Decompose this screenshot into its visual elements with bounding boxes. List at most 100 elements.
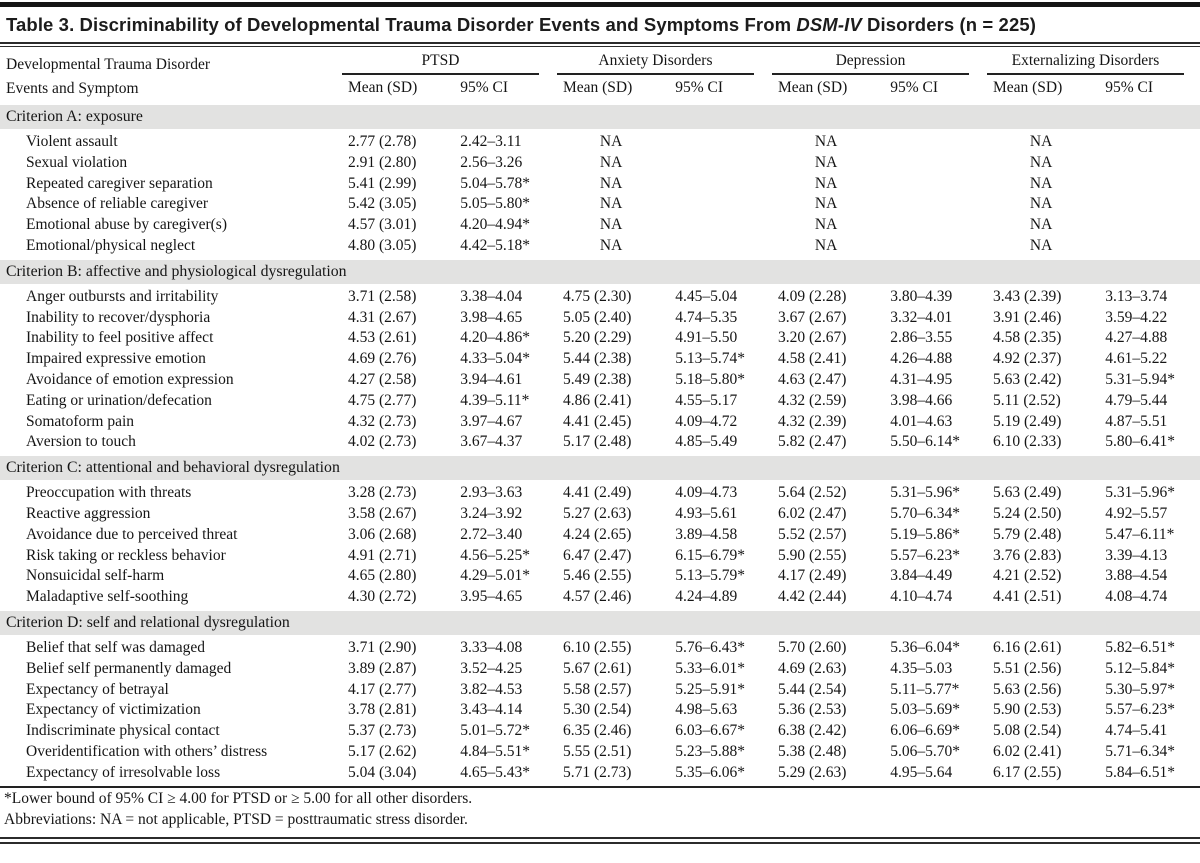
cell-value: 5.05 (2.40): [562, 308, 632, 326]
cell-value: 4.31–4.95: [890, 370, 953, 388]
cell-value: 5.08 (2.54): [992, 722, 1062, 740]
sub-header-row: Mean (SD) 95% CI Mean (SD) 95% CI Mean (…: [0, 75, 1200, 104]
cell-value: [882, 153, 985, 174]
cell-value: [667, 174, 770, 195]
cell-value: [1097, 153, 1200, 174]
cell-value: 5.18–5.80*: [675, 370, 745, 388]
cell-value: [667, 236, 770, 258]
table-title-italic: DSM-IV: [796, 14, 862, 35]
cell-value: 3.39–4.13: [1105, 546, 1168, 564]
table-row: Belief self permanently damaged 3.89 (2.8…: [0, 659, 1200, 680]
cell-value: 4.45–5.04: [675, 287, 738, 305]
cell-value: 3.33–4.08: [460, 638, 523, 656]
cell-value: NA: [814, 236, 838, 254]
cell-value: 3.20 (2.67): [777, 329, 847, 347]
cell-value: 4.30 (2.72): [347, 588, 417, 606]
cell-value: 5.19 (2.49): [992, 412, 1062, 430]
cell-value: 3.71 (2.90): [347, 638, 417, 656]
cell-value: NA: [599, 195, 623, 213]
cell-value: 4.98–5.63: [675, 701, 738, 719]
cell-value: 5.47–6.11*: [1105, 525, 1175, 543]
section-label: Criterion A: exposure: [0, 102, 1200, 132]
cell-value: 3.67–4.37: [460, 433, 523, 451]
cell-value: 5.13–5.79*: [675, 567, 745, 585]
cell-value: 4.74–5.41: [1105, 722, 1168, 740]
cell-value: 3.89 (2.87): [347, 659, 417, 677]
cell-value: NA: [599, 133, 623, 150]
cell-value: 3.28 (2.73): [347, 484, 417, 502]
cell-value: 4.84–5.51*: [460, 742, 530, 760]
cell-value: 4.20–4.94*: [460, 216, 530, 234]
cell-value: 4.01–4.63: [890, 412, 953, 430]
section-label: Criterion B: affective and physiological…: [0, 256, 1200, 287]
table-row: Impaired expressive emotion 4.69 (2.76) 4.…: [0, 349, 1200, 370]
section-header-row: Criterion B: affective and physiological…: [0, 256, 1200, 287]
table-title-suffix: Disorders (n = 225): [861, 14, 1036, 35]
table-row: Aversion to touch 4.02 (2.73) 3.67–4.37 5.1…: [0, 432, 1200, 454]
cell-value: 2.42–3.11: [460, 133, 522, 150]
title-divider: [0, 42, 1200, 47]
cell-value: 4.24–4.89: [675, 588, 738, 606]
cell-value: 5.84–6.51*: [1105, 763, 1175, 781]
table-row: Eating or urination/defecation 4.75 (2.77…: [0, 391, 1200, 412]
row-label: Emotional abuse by caregiver(s): [26, 216, 227, 234]
cell-value: 4.41 (2.45): [562, 412, 632, 430]
col-header-ptsd-ci: 95% CI: [460, 79, 509, 96]
cell-value: 6.38 (2.42): [777, 722, 847, 740]
table-row: Expectancy of irresolvable loss 5.04 (3.0…: [0, 763, 1200, 784]
row-label: Impaired expressive emotion: [26, 350, 206, 368]
table-row: Inability to feel positive affect 4.53 (2…: [0, 328, 1200, 349]
row-label: Inability to feel positive affect: [26, 329, 214, 347]
col-header-externalizing-mean: Mean (SD): [992, 79, 1063, 96]
table-row: Repeated caregiver separation 5.41 (2.99)…: [0, 174, 1200, 195]
cell-value: 3.98–4.65: [460, 308, 523, 326]
cell-value: 5.42 (3.05): [347, 195, 417, 213]
cell-value: 5.17 (2.62): [347, 742, 417, 760]
cell-value: 5.64 (2.52): [777, 484, 847, 502]
cell-value: 6.02 (2.41): [992, 742, 1062, 760]
cell-value: 5.11–5.77*: [890, 680, 960, 698]
col-group-anxiety-label: Anxiety Disorders: [556, 52, 754, 75]
cell-value: 3.67 (2.67): [777, 308, 847, 326]
data-table: Developmental Trauma Disorder Events and…: [0, 47, 1200, 784]
cell-value: 4.58 (2.41): [777, 350, 847, 368]
cell-value: NA: [599, 174, 623, 192]
row-label: Maladaptive self-soothing: [26, 588, 189, 606]
row-label: Avoidance due to perceived threat: [26, 525, 238, 543]
section-header-row: Criterion A: exposure: [0, 102, 1200, 132]
cell-value: NA: [599, 236, 623, 254]
row-label: Aversion to touch: [26, 433, 136, 451]
cell-value: 3.82–4.53: [460, 680, 523, 698]
cell-value: 5.04–5.78*: [460, 174, 530, 192]
cell-value: 3.24–3.92: [460, 504, 523, 522]
cell-value: 5.82 (2.47): [777, 433, 847, 451]
cell-value: 4.27 (2.58): [347, 370, 417, 388]
cell-value: 5.71 (2.73): [562, 763, 632, 781]
cell-value: 3.89–4.58: [675, 525, 738, 543]
cell-value: 5.13–5.74*: [675, 350, 745, 368]
cell-value: 4.57 (2.46): [562, 588, 632, 606]
cell-value: 6.17 (2.55): [992, 763, 1062, 781]
row-label: Repeated caregiver separation: [26, 174, 213, 192]
cell-value: 3.94–4.61: [460, 370, 523, 388]
cell-value: 5.57–6.23*: [1105, 701, 1175, 719]
cell-value: 5.71–6.34*: [1105, 742, 1175, 760]
cell-value: 4.95–5.64: [890, 763, 953, 781]
cell-value: 5.63 (2.42): [992, 370, 1062, 388]
cell-value: 5.46 (2.55): [562, 567, 632, 585]
cell-value: [1097, 215, 1200, 236]
cell-value: 4.63 (2.47): [777, 370, 847, 388]
table-row: Emotional/physical neglect 4.80 (3.05) 4.4…: [0, 236, 1200, 258]
cell-value: 4.56–5.25*: [460, 546, 530, 564]
group-header-row: Developmental Trauma Disorder Events and…: [0, 47, 1200, 97]
table-row: Indiscriminate physical contact 5.37 (2.7…: [0, 721, 1200, 742]
cell-value: 4.24 (2.65): [562, 525, 632, 543]
cell-value: 4.85–5.49: [675, 433, 738, 451]
table-row: Inability to recover/dysphoria 4.31 (2.67…: [0, 308, 1200, 329]
col-header-externalizing-ci: 95% CI: [1105, 79, 1154, 96]
cell-value: [1097, 236, 1200, 258]
col-group-ptsd-label: PTSD: [341, 52, 539, 75]
cell-value: 3.91 (2.46): [992, 308, 1062, 326]
table-row: Risk taking or reckless behavior 4.91 (2.…: [0, 546, 1200, 567]
col-group-anxiety: Anxiety Disorders: [555, 47, 770, 75]
